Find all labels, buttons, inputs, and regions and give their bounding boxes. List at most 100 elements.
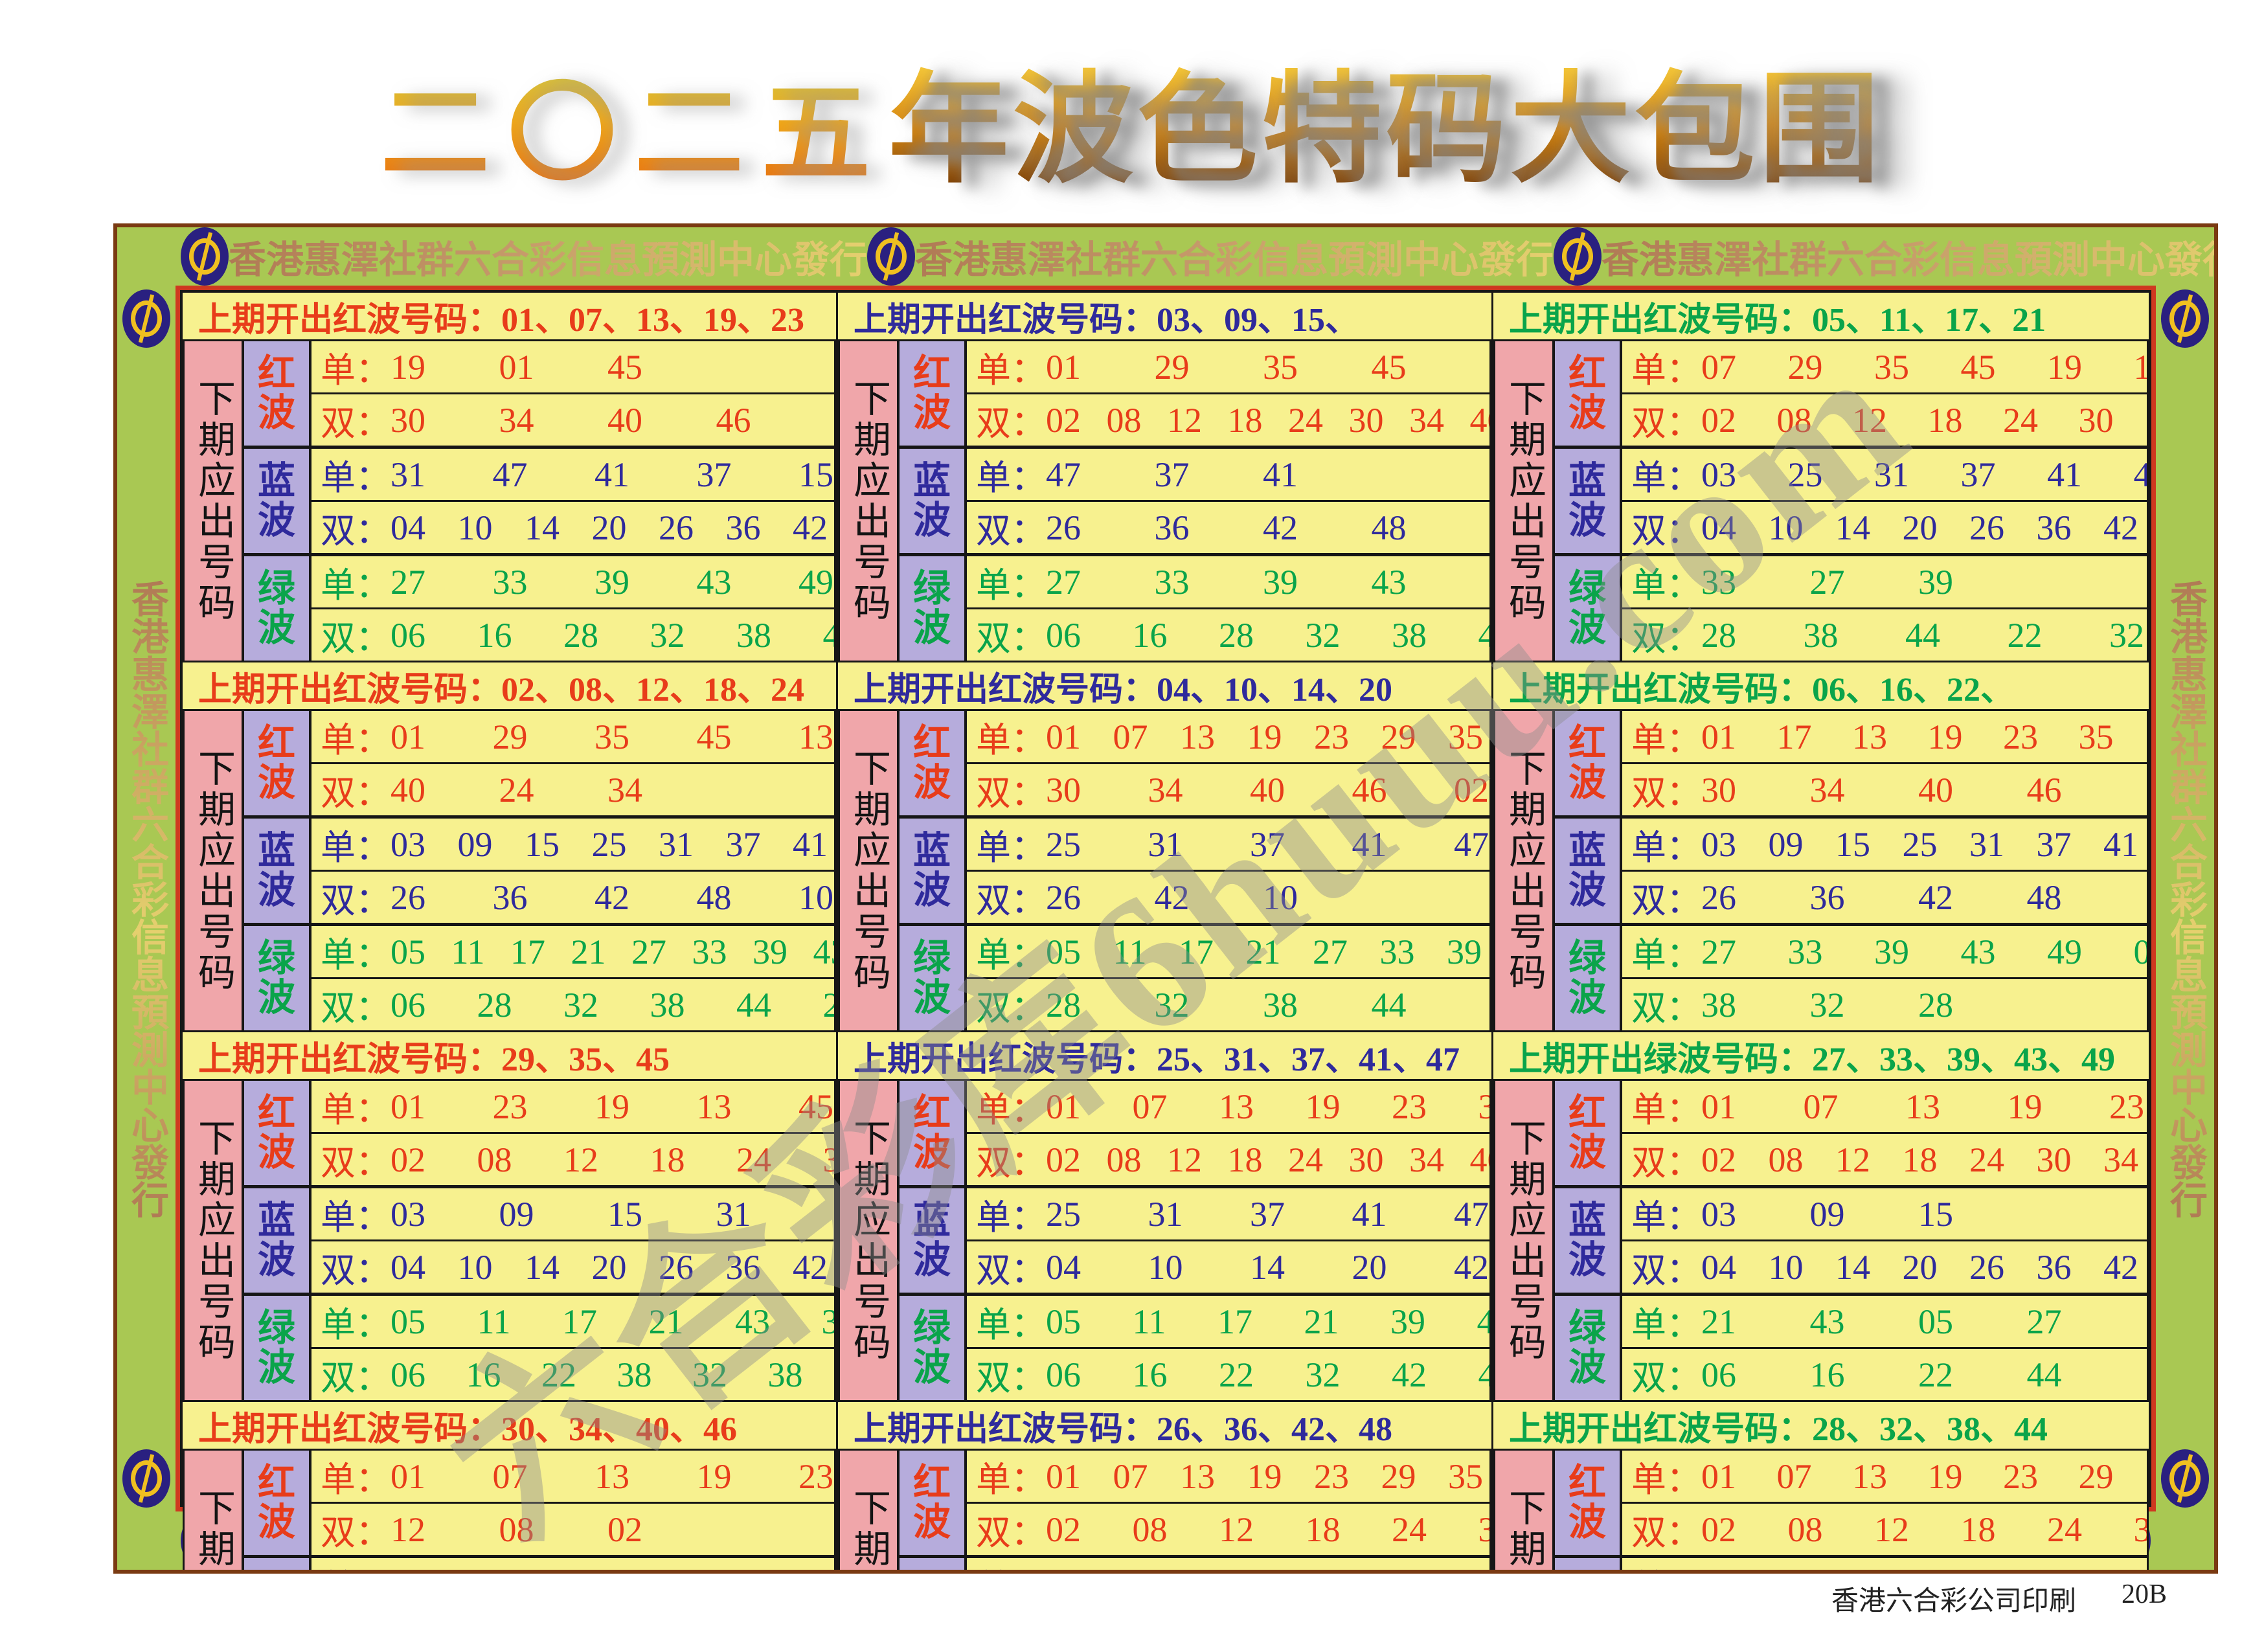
cell-header: 上期开出红波号码：30、34、40、46	[198, 1410, 738, 1448]
number-row: 单： 07 29 35 45 19 13	[1622, 341, 2147, 392]
number-row: 双： 30 34 40 46	[311, 392, 834, 446]
row-type-label: 单：	[1631, 1558, 1701, 1570]
row-type-label: 双：	[321, 1251, 391, 1290]
poster-frame: 香港惠澤社群六合彩信息預測中心發行 香港惠澤社群六合彩信息預測中心發行 香港惠澤…	[113, 223, 2218, 1574]
row-type-label: 双：	[1631, 1513, 1701, 1552]
wave-section: 蓝波单：03 09 15双：04 10 14 20 26 36 42 48	[1555, 1185, 2147, 1293]
row-numbers: 01 23 19 13 45	[391, 1087, 833, 1126]
number-row: 单： 31 47 41 37 15	[311, 449, 834, 500]
row-numbers: 02 08 12 18 24 30	[391, 1140, 834, 1179]
number-row: 单： 05 11 17 21 39 43	[967, 1296, 1489, 1347]
number-row: 双： 04 10 14 20 42	[967, 1239, 1489, 1293]
row-type-label: 双：	[1631, 1144, 1701, 1182]
number-row: 单：03 09 15 25 31 37 41 47	[311, 819, 834, 870]
wave-label: 红波	[244, 1451, 311, 1555]
row-type-label: 单：	[976, 828, 1046, 867]
next-period-label: 下期应出号码	[192, 1488, 234, 1570]
wave-label: 红波	[1555, 711, 1622, 815]
row-numbers: 27 33 39 43 49	[391, 562, 833, 602]
cell-header: 上期开出红波号码：02、08、12、18、24	[198, 671, 805, 708]
row-numbers: 06 16 22 32 42 48	[1046, 1355, 1489, 1394]
number-row: 双： 06 28 32 38 44 22	[311, 977, 834, 1030]
row-numbers: 06 16 28 32 38 44	[391, 615, 834, 655]
wave-section: 绿波 单： 27 33 39 43 49 双： 06 16 28 32 38 44	[244, 553, 834, 661]
cell-header: 上期开出红波号码：06、16、22、	[1509, 671, 2015, 708]
next-period-label: 下期应出号码	[1503, 378, 1545, 624]
number-row: 单： 47 37 41	[967, 449, 1489, 500]
row-type-label: 双：	[321, 619, 391, 658]
number-row: 单： 01 29 35 45 13	[311, 711, 834, 762]
row-numbers: 27 33 39 43	[1046, 562, 1407, 602]
row-type-label: 双：	[976, 1144, 1046, 1182]
wave-label: 绿波	[244, 556, 311, 661]
row-numbers: 04 10 14 20 26 36 42 48	[391, 1247, 834, 1287]
number-row: 单： 25 31 37 41 47	[967, 819, 1489, 870]
prediction-cell: 上期开出红波号码：02、08、12、18、24 下期应出号码 红波 单： 01 29 3…	[183, 662, 838, 1032]
row-type-label: 单：	[976, 1558, 1046, 1570]
number-row: 单： 01 07 13 19 23 35	[967, 1081, 1489, 1132]
wave-label: 蓝波	[244, 449, 311, 553]
cell-header: 上期开出红波号码：05、11、17、21	[1509, 301, 2046, 339]
row-numbers: 26 36 42 48	[1046, 508, 1407, 547]
next-period-label: 下期应出号码	[192, 378, 234, 624]
row-numbers: 01 07 13 19 23 29 35 45	[1046, 1456, 1489, 1496]
next-period-column: 下期应出号码	[840, 1451, 900, 1570]
number-row: 单：03 09 15 25 31 37 41 47	[1622, 819, 2147, 870]
prediction-cell: 上期开出红波号码：29、35、45 下期应出号码 红波 单： 01 23 19 13 4…	[183, 1032, 838, 1402]
row-numbers: 06 28 32 38 44 22	[391, 985, 834, 1024]
prediction-cell: 上期开出红波号码：06、16、22、 下期应出号码 红波 单： 01 17 13 19 …	[1493, 662, 2149, 1032]
wave-section: 红波 单： 01 17 13 19 23 35 45 双： 30 34 40 46	[1555, 711, 2147, 815]
number-row: 单： 05 11 17 21 43 39	[311, 1296, 834, 1347]
row-numbers: 01 07 13 19 23 29 45	[1701, 1456, 2147, 1496]
row-numbers: 04 10 14 20 42	[1046, 1247, 1489, 1287]
number-row: 单： 27 33 39 43 49 05	[1622, 926, 2147, 977]
center-logo-icon	[181, 227, 229, 286]
row-numbers: 31 47 41 37 15	[391, 455, 833, 494]
number-row: 单： 03 09 15	[1622, 1188, 2147, 1239]
row-numbers: 05 11 17 21 43 39	[391, 1302, 834, 1341]
row-numbers: 01 29 35 45	[1046, 347, 1407, 387]
row-numbers: 21 43 05 27	[1701, 1302, 2062, 1341]
printer-label: 香港六合彩公司印刷	[1831, 1587, 2076, 1616]
banner-text: 香港惠澤社群六合彩信息預測中心發行	[915, 229, 1554, 284]
wave-label: 绿波	[900, 926, 967, 1030]
row-type-label: 双：	[321, 1513, 391, 1552]
prediction-cell: 上期开出红波号码：30、34、40、46下期应出号码红波单：01 07 13 1…	[183, 1402, 838, 1570]
next-period-column: 下期应出号码	[185, 711, 244, 1030]
number-row: 双：04 10 14 20 26 36 42 48	[311, 500, 834, 553]
next-period-label: 下期应出号码	[1503, 1118, 1545, 1363]
row-numbers: 30 34 40 46 02	[1046, 770, 1489, 809]
number-row: 双： 06 16 22 32 42 48	[967, 1347, 1489, 1400]
row-type-label: 双：	[1631, 512, 1701, 550]
wave-label: 蓝波	[1555, 1558, 1622, 1570]
row-type-label: 单：	[321, 458, 391, 497]
wave-label: 红波	[900, 1081, 967, 1185]
wave-section: 蓝波单：03 09 15 25 31 37 41 47双：26 36 42 48	[1555, 815, 2147, 923]
row-numbers: 03 09 15 25 31 37 41 47	[391, 824, 834, 864]
row-numbers: 12 08 02	[391, 1510, 642, 1549]
number-row: 双： 28 32 38 44	[967, 977, 1489, 1030]
number-row: 单：03 09 15 25 31 37 41 47	[311, 1558, 834, 1570]
number-row: 单： 19 01 45	[311, 341, 834, 392]
row-numbers: 26 42 10	[1046, 877, 1298, 917]
wave-section: 绿波 单： 33 27 39 双： 28 38 44 22 32	[1555, 553, 2147, 661]
number-row: 双： 06 16 28 32 38 44	[311, 607, 834, 661]
wave-section: 绿波单：05 11 17 21 27 33 39 43 49双：06 28 32…	[244, 923, 834, 1030]
row-numbers: 19 01 45	[391, 347, 642, 387]
next-period-label: 下期应出号码	[192, 1118, 234, 1363]
wave-section: 蓝波 单： 25 31 37 41 47 双： 26 42 10	[900, 815, 1489, 923]
row-numbers: 02 08 12 18 24 30 34	[1701, 400, 2147, 440]
row-type-label: 单：	[321, 936, 391, 975]
wave-section: 红波 单： 19 01 45 双： 30 34 40 46	[244, 341, 834, 446]
wave-section: 红波单：01 29 35 45双：02 08 12 18 24 30 34 40…	[900, 341, 1489, 446]
row-numbers: 04 10 14 20 26 36 42 48	[1701, 508, 2147, 547]
next-period-column: 下期应出号码	[185, 341, 244, 661]
row-type-label: 双：	[1631, 989, 1701, 1028]
wave-label: 红波	[244, 1081, 311, 1185]
row-type-label: 双：	[1631, 1359, 1701, 1397]
row-type-label: 双：	[321, 512, 391, 550]
cell-header: 上期开出红波号码：26、36、42、48	[854, 1410, 1393, 1448]
cell-header: 上期开出红波号码：25、31、37、41、47	[854, 1041, 1460, 1078]
row-type-label: 单：	[321, 1558, 391, 1570]
row-type-label: 单：	[1631, 936, 1701, 975]
